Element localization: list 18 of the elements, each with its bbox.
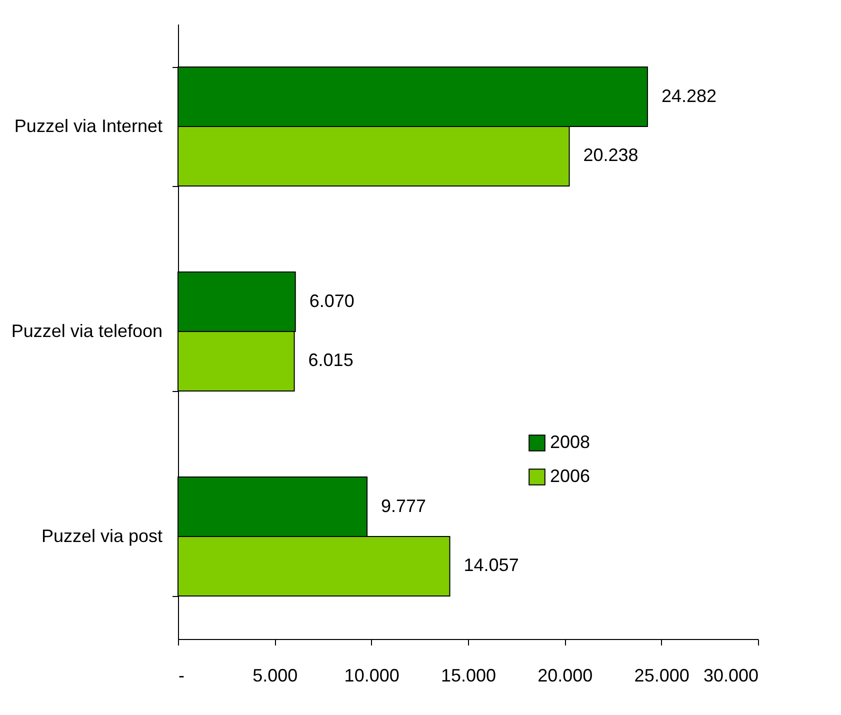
data-label: 6.015 [308, 350, 354, 370]
data-label: 14.057 [464, 555, 519, 576]
x-tick-label: 15.000 [440, 666, 496, 686]
data-label: 24.282 [661, 86, 717, 106]
legend-label: 2006 [550, 466, 590, 486]
legend-label: 2008 [550, 432, 590, 452]
data-label: 9.777 [381, 496, 426, 516]
x-tick-label: 30.000 [703, 666, 758, 686]
x-tick-label: 25.000 [634, 666, 690, 686]
x-tick-label: 10.000 [344, 666, 400, 686]
x-tick-label: - [178, 666, 184, 686]
y-tick-label: Puzzel via post [41, 526, 162, 546]
x-tick-label: 5.000 [252, 666, 298, 686]
y-tick-label: Puzzel via Internet [14, 116, 162, 136]
data-label: 20.238 [583, 145, 638, 166]
y-tick-label: Puzzel via telefoon [11, 321, 162, 341]
data-label: 6.070 [309, 290, 354, 311]
x-tick-label: 20.000 [538, 666, 593, 686]
